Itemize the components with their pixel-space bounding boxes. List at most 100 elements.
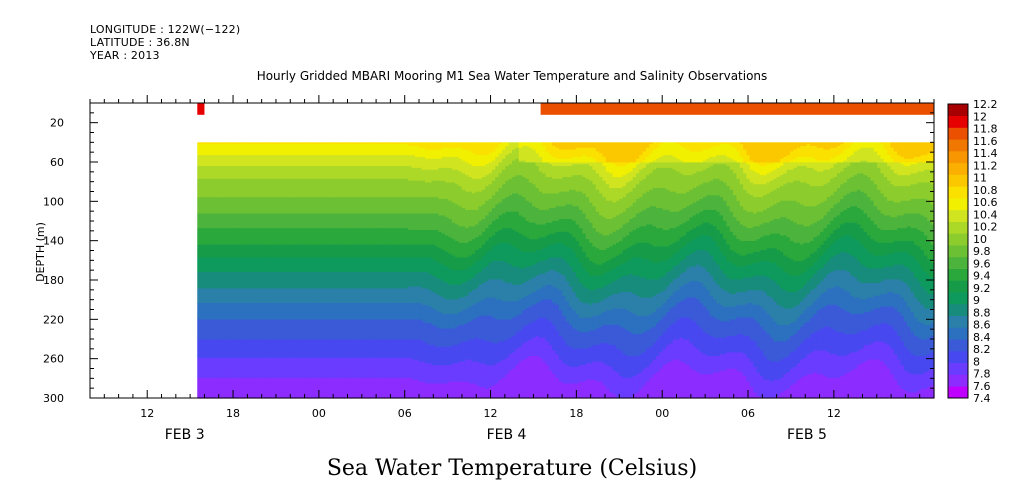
temperature-cell <box>217 220 222 224</box>
temperature-cell <box>237 328 242 332</box>
temperature-cell <box>197 175 202 178</box>
temperature-cell <box>210 198 215 202</box>
temperature-cell <box>247 377 252 381</box>
temperature-cell <box>203 200 208 204</box>
temperature-cell <box>257 233 262 237</box>
temperature-cell <box>237 286 242 290</box>
temperature-cell <box>250 387 255 390</box>
temperature-cell <box>197 304 202 308</box>
temperature-cell <box>217 211 222 215</box>
temperature-cell <box>220 341 225 344</box>
temperature-cell <box>257 268 262 271</box>
temperature-cell <box>257 303 262 306</box>
temperature-cell <box>207 339 212 342</box>
temperature-cell <box>200 379 205 383</box>
temperature-cell <box>207 368 212 372</box>
temperature-cell <box>210 255 215 258</box>
temperature-cell <box>200 348 205 352</box>
temperature-cell <box>203 366 208 370</box>
temperature-cell <box>203 237 208 240</box>
temperature-cell <box>220 200 225 204</box>
temperature-cell <box>220 193 225 196</box>
temperature-cell <box>244 310 249 313</box>
temperature-cell <box>210 273 215 277</box>
temperature-cell <box>244 295 249 299</box>
temperature-cell <box>210 385 215 388</box>
temperature-cell <box>247 354 252 357</box>
temperature-cell <box>244 366 249 370</box>
temperature-cell <box>234 142 239 145</box>
temperature-cell <box>200 259 205 262</box>
temperature-cell <box>244 229 249 233</box>
temperature-cell <box>214 379 218 383</box>
temperature-cell <box>234 332 239 335</box>
temperature-cell <box>220 319 225 322</box>
temperature-cell <box>197 284 202 288</box>
temperature-cell <box>237 164 242 167</box>
temperature-cell <box>260 167 265 171</box>
temperature-cell <box>203 244 208 248</box>
temperature-cell <box>214 147 218 151</box>
temperature-cell <box>247 193 252 196</box>
temperature-cell <box>257 202 262 206</box>
temperature-cell <box>244 288 249 291</box>
temperature-cell <box>210 270 215 273</box>
temperature-cell <box>210 388 215 392</box>
temperature-cell <box>234 217 239 220</box>
temperature-cell <box>207 242 212 246</box>
temperature-cell <box>240 387 245 390</box>
temperature-cell <box>247 229 252 233</box>
temperature-cell <box>203 394 208 397</box>
temperature-cell <box>260 323 265 326</box>
temperature-cell <box>224 228 229 231</box>
temperature-cell <box>207 180 212 184</box>
temperature-cell <box>220 251 225 255</box>
temperature-cell <box>207 257 212 260</box>
temperature-cell <box>240 200 245 204</box>
temperature-cell <box>207 277 212 280</box>
temperature-cell <box>260 253 265 257</box>
temperature-cell <box>217 149 222 153</box>
temperature-cell <box>224 370 229 374</box>
temperature-cell <box>257 368 262 372</box>
temperature-cell <box>210 264 215 268</box>
temperature-cell <box>227 368 232 372</box>
temperature-cell <box>227 240 232 244</box>
temperature-cell <box>224 297 229 300</box>
temperature-cell <box>217 348 222 352</box>
temperature-cell <box>244 306 249 310</box>
temperature-cell <box>207 259 212 262</box>
temperature-cell <box>244 167 249 171</box>
temperature-cell <box>260 235 265 238</box>
temperature-cell <box>254 341 259 344</box>
temperature-cell <box>210 242 215 246</box>
temperature-cell <box>197 222 202 226</box>
temperature-cell <box>217 354 222 357</box>
temperature-cell <box>257 226 262 229</box>
temperature-cell <box>260 348 265 352</box>
temperature-cell <box>200 206 205 209</box>
temperature-cell <box>257 200 262 204</box>
temperature-cell <box>227 266 232 269</box>
temperature-cell <box>234 171 239 174</box>
temperature-cell <box>207 348 212 352</box>
temperature-cell <box>244 284 249 288</box>
temperature-cell <box>257 266 262 269</box>
temperature-cell <box>260 284 265 288</box>
temperature-cell <box>203 295 208 299</box>
temperature-cell <box>214 271 218 275</box>
temperature-cell <box>240 339 245 342</box>
temperature-cell <box>240 312 245 315</box>
temperature-cell <box>197 255 202 258</box>
temperature-cell <box>254 156 259 160</box>
temperature-cell <box>234 251 239 255</box>
temperature-cell <box>237 326 242 330</box>
temperature-cell <box>234 215 239 218</box>
temperature-cell <box>200 242 205 246</box>
temperature-cell <box>244 321 249 324</box>
temperature-cell <box>247 332 252 335</box>
temperature-cell <box>237 352 242 355</box>
temperature-cell <box>207 187 212 191</box>
temperature-cell <box>217 268 222 271</box>
